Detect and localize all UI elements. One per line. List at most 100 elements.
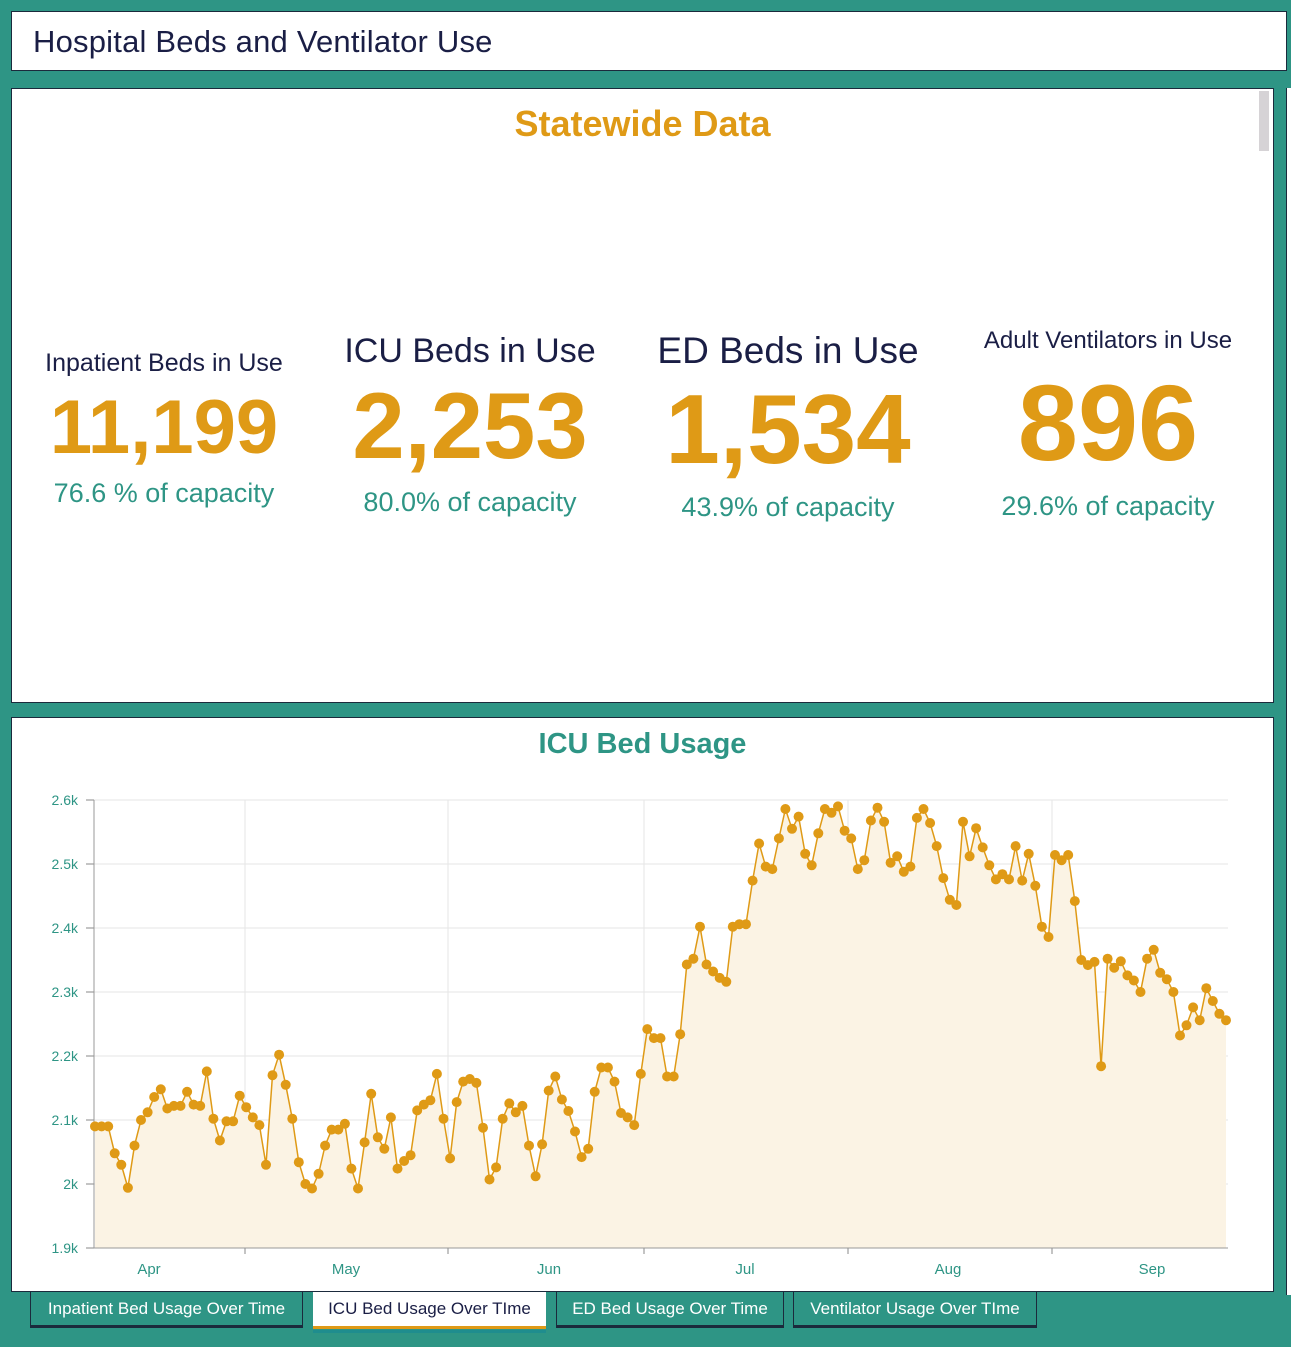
data-point (1214, 1008, 1225, 1019)
data-point (708, 966, 719, 977)
data-point (787, 823, 797, 834)
data-point (346, 1163, 357, 1174)
side-panel-edge (1286, 88, 1291, 1295)
stat-icu-beds: ICU Beds in Use 2,253 80.0% of capacity (320, 332, 620, 518)
data-point (826, 807, 837, 818)
data-point (149, 1092, 160, 1102)
data-point (1102, 953, 1113, 964)
data-point (214, 1135, 225, 1146)
data-point (892, 851, 903, 862)
tab-ventilator-usage[interactable]: Ventilator Usage Over TIme (793, 1292, 1037, 1328)
data-point (688, 953, 699, 964)
data-point (261, 1159, 271, 1170)
data-point (576, 1152, 587, 1163)
y-tick-label: 2.6k (52, 792, 79, 808)
data-point (1010, 841, 1021, 852)
data-point (254, 1120, 265, 1131)
data-point (701, 959, 712, 970)
data-point (372, 1132, 383, 1143)
stat-capacity: 43.9% of capacity (681, 492, 895, 522)
data-point (307, 1183, 317, 1194)
stat-inpatient-beds: Inpatient Beds in Use 11,199 76.6 % of c… (14, 349, 314, 509)
data-point (175, 1100, 186, 1111)
stat-value: 11,199 (49, 385, 279, 470)
data-point (122, 1182, 133, 1193)
data-point (412, 1105, 423, 1116)
data-point (852, 864, 863, 875)
data-point (773, 833, 784, 844)
data-point (931, 841, 942, 852)
y-tick-label: 2.2k (52, 1048, 79, 1064)
tab-ed-bed-usage[interactable]: ED Bed Usage Over Time (556, 1292, 784, 1328)
data-point (885, 857, 896, 868)
tab-label: ICU Bed Usage Over TIme (328, 1299, 531, 1318)
data-point (182, 1086, 193, 1097)
data-point (977, 842, 988, 853)
data-point (780, 804, 791, 814)
data-point (642, 1024, 653, 1035)
data-point (911, 812, 922, 823)
data-point (116, 1159, 127, 1170)
x-tick-label: Aug (935, 1261, 962, 1278)
data-point (675, 1029, 686, 1040)
stat-value: 2,253 (352, 373, 588, 478)
data-point (806, 860, 817, 871)
data-point (918, 804, 929, 814)
data-point (247, 1112, 258, 1123)
data-point (208, 1113, 219, 1124)
tab-inpatient-bed-usage[interactable]: Inpatient Bed Usage Over Time (30, 1292, 303, 1328)
y-tick-label: 2k (63, 1176, 79, 1192)
data-point (721, 976, 732, 987)
data-point (570, 1126, 580, 1137)
data-point (563, 1106, 574, 1116)
data-point (984, 860, 995, 871)
data-point (1194, 1015, 1205, 1026)
data-point (1063, 850, 1074, 860)
data-point (510, 1107, 521, 1118)
data-point (497, 1113, 508, 1124)
series-area (95, 806, 1226, 1248)
data-point (392, 1163, 403, 1174)
data-point (767, 864, 778, 875)
data-point (136, 1115, 146, 1125)
data-point (1155, 967, 1166, 978)
data-point (339, 1118, 350, 1129)
stat-capacity: 76.6 % of capacity (53, 478, 275, 508)
data-point (228, 1116, 239, 1127)
data-point (478, 1122, 488, 1133)
stat-label: ICU Beds in Use (344, 332, 596, 370)
data-point (379, 1143, 390, 1154)
data-point (622, 1112, 633, 1123)
data-point (695, 921, 705, 932)
data-point (905, 861, 916, 872)
data-point (524, 1140, 534, 1151)
data-point (543, 1085, 554, 1096)
app-header: Hospital Beds and Ventilator Use (11, 11, 1287, 71)
data-point (425, 1095, 436, 1106)
data-point (550, 1071, 561, 1082)
scrollbar[interactable] (1259, 91, 1269, 151)
data-point (925, 818, 936, 828)
data-point (951, 900, 962, 910)
data-point (1201, 983, 1212, 994)
x-tick-label: Sep (1139, 1261, 1166, 1278)
data-point (504, 1098, 515, 1109)
data-point (971, 823, 982, 834)
icu-bed-usage-chart: 1.9k 2k 2.1k 2.2k 2.3k 2.4k 2.5k 2.6k Apr May Jun J… (52, 792, 1231, 1278)
data-point (741, 919, 751, 930)
stat-label: Adult Ventilators in Use (983, 327, 1233, 354)
data-point (366, 1088, 377, 1099)
tab-icu-bed-usage[interactable]: ICU Bed Usage Over TIme (313, 1292, 546, 1333)
data-point (280, 1079, 291, 1090)
data-point (530, 1171, 541, 1182)
data-point (195, 1100, 206, 1111)
x-tick-label: Apr (137, 1261, 160, 1278)
data-point (1004, 874, 1014, 885)
data-point (1168, 987, 1179, 997)
data-point (1036, 921, 1047, 932)
data-point (1115, 956, 1126, 967)
data-point (445, 1153, 456, 1164)
data-point (274, 1049, 285, 1060)
data-point (629, 1120, 640, 1131)
data-point (859, 855, 870, 866)
